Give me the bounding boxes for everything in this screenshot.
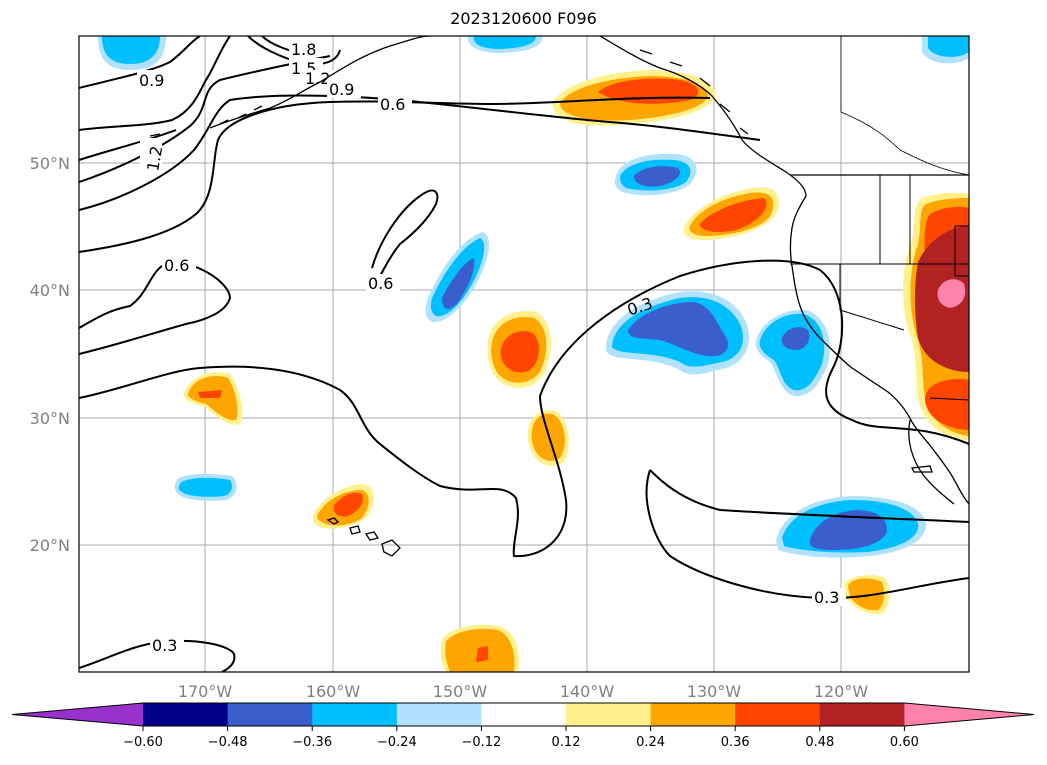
lat-label-30n: 30°N xyxy=(30,409,70,428)
chart-title: 2023120600 F096 xyxy=(450,9,597,28)
contour-label-0-6-top: 0.6 xyxy=(380,95,405,114)
lon-label-170w: 170°W xyxy=(178,682,233,701)
map-area: 1.8 1.5 1.2 0.9 0.9 0.6 1.2 0.6 0.6 0.3 … xyxy=(79,36,969,672)
colorbar-tick-label: −0.12 xyxy=(461,735,501,750)
colorbar-segment xyxy=(819,703,905,726)
colorbar-tick-label: 0.36 xyxy=(721,735,750,750)
contour-label-0-6-left: 0.6 xyxy=(164,256,189,275)
colorbar-segment xyxy=(227,703,313,726)
colorbar-tick-label: 0.48 xyxy=(805,735,834,750)
lon-label-150w: 150°W xyxy=(433,682,488,701)
colorbar-segment xyxy=(735,703,821,726)
colorbar-segment xyxy=(396,703,482,726)
colorbar-segment xyxy=(143,703,229,726)
lon-label-160w: 160°W xyxy=(306,682,361,701)
latitude-labels: 50°N 40°N 30°N 20°N xyxy=(30,154,70,555)
colorbar-segment xyxy=(312,703,398,726)
contour-label-0-6-center: 0.6 xyxy=(368,274,393,293)
colorbar-tick-label: −0.60 xyxy=(123,735,163,750)
lon-label-140w: 140°W xyxy=(560,682,615,701)
colorbar-tick-label: −0.48 xyxy=(208,735,248,750)
colorbar-extend-low xyxy=(12,703,143,726)
contour-lines xyxy=(79,36,969,672)
contour-label-1-2-rotated: 1.2 xyxy=(143,144,166,172)
lat-label-40n: 40°N xyxy=(30,281,70,300)
contour-label-0-3-right: 0.3 xyxy=(814,588,839,607)
coastlines xyxy=(149,36,969,557)
lat-label-50n: 50°N xyxy=(30,154,70,173)
contour-label-1-2: 1.2 xyxy=(305,69,330,88)
contour-label-1-8: 1.8 xyxy=(291,40,316,59)
lon-label-130w: 130°W xyxy=(687,682,742,701)
contour-label-0-9-right: 0.9 xyxy=(329,80,354,99)
colorbar-tick-label: 0.24 xyxy=(636,735,665,750)
colorbar-tick-label: −0.36 xyxy=(292,735,332,750)
contour-label-0-3-left: 0.3 xyxy=(152,636,177,655)
colorbar: −0.60 −0.48 −0.36 −0.24 −0.12 0.12 0.24 0.36 0.4… xyxy=(11,702,1035,750)
colorbar-tick-label: −0.24 xyxy=(377,735,417,750)
colorbar-extend-high xyxy=(904,703,1034,726)
contour-label-0-9-left: 0.9 xyxy=(139,71,164,90)
colorbar-segment xyxy=(481,703,567,726)
longitude-labels: 170°W 160°W 150°W 140°W 130°W 120°W xyxy=(178,682,869,701)
map-frame xyxy=(78,35,970,673)
colorbar-tick-label: 0.12 xyxy=(552,735,581,750)
colorbar-segment xyxy=(566,703,652,726)
contour-labels: 1.8 1.5 1.2 0.9 0.9 0.6 1.2 0.6 0.6 0.3 … xyxy=(137,38,846,655)
colorbar-segment xyxy=(650,703,736,726)
lon-label-120w: 120°W xyxy=(814,682,869,701)
colorbar-tick-label: 0.60 xyxy=(890,735,919,750)
lat-label-20n: 20°N xyxy=(30,536,70,555)
